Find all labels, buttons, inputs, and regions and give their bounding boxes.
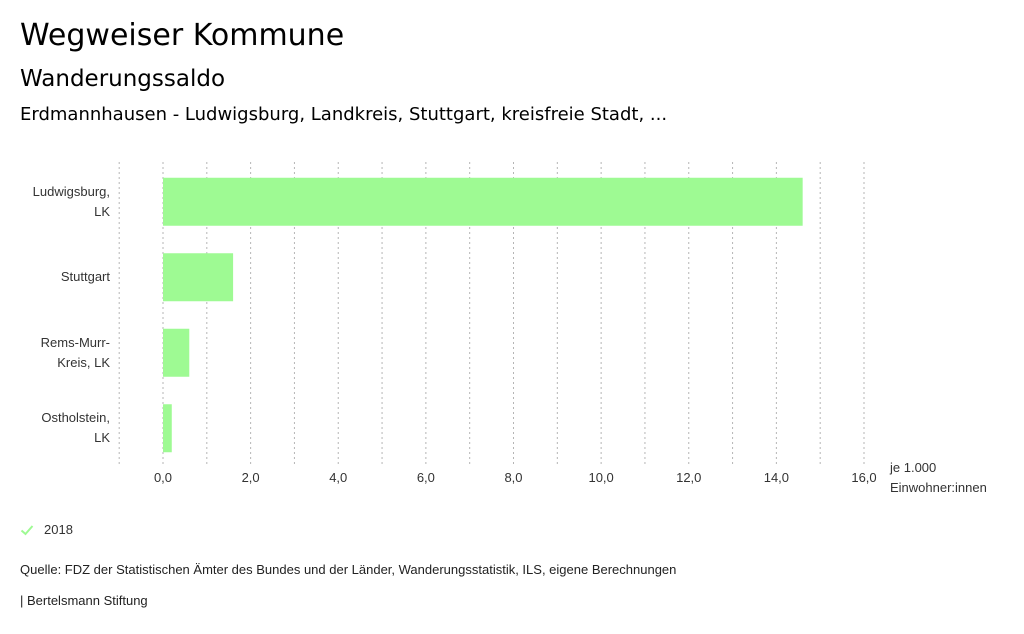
x-axis-unit-line-1: je 1.000 — [890, 460, 937, 475]
x-axis-unit-label: je 1.000 Einwohner:innen — [890, 458, 987, 498]
bar-chart: 0,0 2,0 4,0 6,0 8,0 10,0 12,0 14,0 16,0 — [118, 162, 877, 485]
x-tick-label: 14,0 — [764, 470, 789, 485]
category-label-line: LK — [94, 430, 110, 446]
category-label-line: LK — [94, 203, 110, 219]
legend-label: 2018 — [44, 522, 73, 537]
source-note: Quelle: FDZ der Statistischen Ämter des … — [20, 562, 677, 577]
category-label-line: Kreis, LK — [57, 354, 110, 370]
check-icon — [20, 524, 34, 535]
x-tick-label: 4,0 — [329, 470, 347, 485]
region-context: Erdmannhausen - Ludwigsburg, Landkreis, … — [20, 104, 668, 125]
bar[interactable] — [163, 177, 803, 226]
category-label: Ludwigsburg, LK — [0, 182, 110, 222]
x-tick-label: 16,0 — [851, 470, 876, 485]
chart-subtitle: Wanderungssaldo — [20, 66, 226, 92]
category-label-line: Stuttgart — [60, 269, 110, 285]
category-label: Stuttgart — [0, 267, 110, 287]
category-label-line: Ostholstein, — [41, 410, 110, 426]
x-axis-unit-line-2: Einwohner:innen — [890, 480, 987, 495]
category-label: Rems-Murr- Kreis, LK — [0, 333, 110, 373]
category-label-line: Ludwigsburg, — [32, 183, 110, 199]
legend[interactable]: 2018 — [20, 522, 73, 537]
x-tick-label: 2,0 — [242, 470, 260, 485]
category-label: Ostholstein, LK — [0, 408, 110, 448]
x-tick-label: 0,0 — [154, 470, 172, 485]
bar[interactable] — [163, 404, 172, 453]
x-tick-label: 6,0 — [417, 470, 435, 485]
category-label-line: Rems-Murr- — [40, 334, 110, 350]
x-tick-label: 12,0 — [676, 470, 701, 485]
page-title: Wegweiser Kommune — [20, 18, 345, 53]
x-tick-label: 10,0 — [588, 470, 613, 485]
bar[interactable] — [163, 253, 234, 302]
x-tick-label: 8,0 — [504, 470, 522, 485]
bar[interactable] — [163, 328, 190, 377]
credit-note: | Bertelsmann Stiftung — [20, 593, 148, 608]
